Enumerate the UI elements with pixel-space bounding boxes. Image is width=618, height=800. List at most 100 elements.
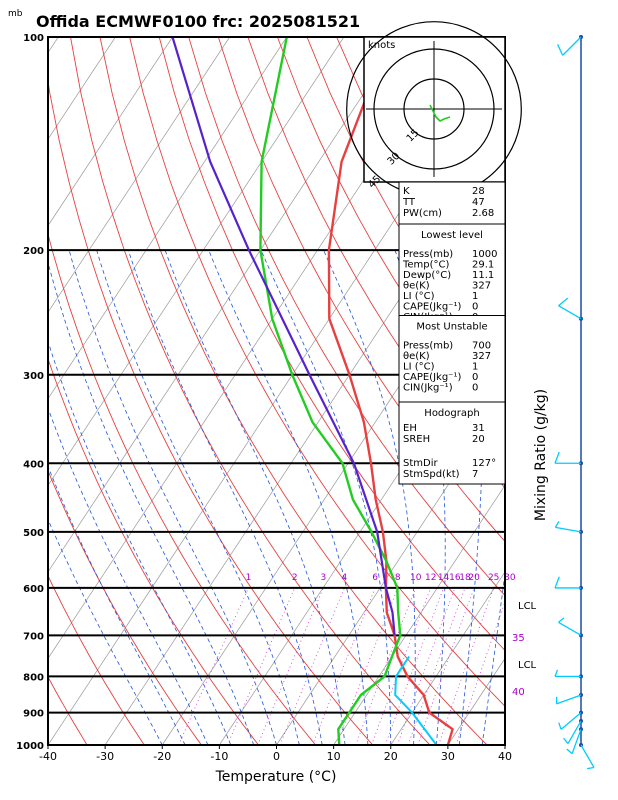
mixing-ratio-label: 16: [449, 573, 461, 583]
index-value: 0: [472, 372, 478, 383]
index-name: EH: [403, 423, 417, 434]
wind-barb-shaft: [580, 744, 595, 768]
dry-adiabat-line: [603, 37, 618, 745]
moist-adiabat-line: [68, 249, 277, 745]
pressure-tick-label: 700: [23, 631, 44, 642]
mixing-ratio-label: 25: [488, 573, 499, 583]
index-value: 20: [472, 434, 485, 445]
pressure-tick-label: 600: [23, 584, 44, 595]
wind-barb-flag: [554, 576, 560, 589]
dry-adiabat-line: [129, 37, 505, 707]
mixing-ratio-line: [417, 587, 475, 745]
index-value: 47: [472, 197, 485, 208]
mixing-ratio-line: [227, 587, 296, 745]
hodograph-trace: [429, 104, 451, 122]
theta-label-40: 40: [512, 687, 525, 698]
x-tick-label: 30: [441, 750, 455, 763]
index-name: StmSpd(kt): [403, 469, 460, 480]
wind-barb-flag: [558, 617, 565, 623]
mixing-ratio-label: 1: [246, 573, 252, 583]
wind-barb-shaft: [560, 712, 582, 730]
mixing-ratio-label: 14: [438, 573, 450, 583]
isotherm-line: [48, 37, 116, 140]
isotherm-line: [333, 484, 505, 745]
mixing-ratio-axis-label: Mixing Ratio (g/kg): [533, 389, 549, 521]
index-value: 0: [472, 302, 478, 313]
index-name: PW(cm): [403, 208, 442, 219]
pressure-tick-label: 800: [23, 672, 44, 683]
dry-adiabat-line: [48, 574, 145, 745]
mixing-ratio-line: [407, 587, 466, 745]
parcel-profile: [171, 37, 396, 636]
index-value: 28: [472, 186, 485, 197]
index-name: LI (°C): [403, 291, 435, 302]
wind-barb-shaft: [558, 621, 582, 636]
index-name: Press(mb): [403, 249, 453, 260]
mixing-ratio-label: 10: [410, 573, 422, 583]
hodograph-units-label: knots: [368, 40, 395, 51]
index-value: 7: [472, 469, 478, 480]
mixing-ratio-label: 8: [395, 573, 401, 583]
index-value: 1: [472, 291, 478, 302]
moist-adiabat-line: [481, 569, 505, 745]
index-value: 327: [472, 281, 491, 292]
indices-lowest-box: [398, 223, 506, 316]
dry-adiabat-line: [48, 357, 259, 745]
isotherm-line: [276, 398, 505, 745]
mixing-ratio-line: [455, 600, 505, 745]
index-value: 127°: [472, 458, 496, 469]
mixing-ratio-label: 4: [342, 573, 348, 583]
isotherm-line: [0, 37, 1, 745]
wind-barb-flag: [554, 451, 560, 464]
wind-barb-flag: [554, 669, 559, 677]
x-tick-label: 40: [498, 750, 512, 763]
wind-barb-flag: [554, 521, 560, 528]
index-value: 1000: [472, 249, 497, 260]
index-name: θe(K): [403, 281, 430, 292]
dry-adiabat-line: [70, 37, 431, 745]
wind-barb-flag: [566, 748, 573, 755]
wind-barb-shaft: [555, 526, 582, 533]
moist-adiabat-line: [48, 406, 209, 745]
pressure-tick-label: 900: [23, 709, 44, 720]
moist-adiabat-line: [48, 465, 186, 745]
wind-barbs: [554, 35, 595, 770]
dry-adiabat-line: [247, 37, 505, 489]
x-tick-label: -20: [153, 750, 171, 763]
x-tick-label: -10: [210, 750, 228, 763]
dry-adiabat-line: [188, 37, 505, 597]
wind-barb-shaft: [558, 305, 582, 320]
index-name: Temp(°C): [402, 260, 450, 271]
isotherm-line: [48, 37, 402, 573]
index-value: 2.68: [472, 208, 494, 219]
moist-adiabat-line: [164, 249, 346, 745]
lcl-label-lower: LCL: [518, 660, 537, 671]
index-value: 700: [472, 341, 491, 352]
moist-adiabat-line: [48, 340, 232, 745]
lcl-label-upper: LCL: [518, 601, 537, 612]
mixing-ratio-label: 3: [320, 573, 326, 583]
index-section-header: Most Unstable: [416, 322, 487, 333]
dry-adiabat-line: [573, 37, 618, 745]
index-value: 11.1: [472, 270, 494, 281]
index-name: LI (°C): [403, 362, 435, 373]
mixing-ratio-label: 2: [292, 573, 298, 583]
indices-basic-box: [398, 181, 506, 225]
x-tick-label: 0: [273, 750, 280, 763]
mixing-ratio-label: 18: [459, 573, 471, 583]
dry-adiabat-line: [48, 469, 202, 745]
moist-adiabat-line: [208, 249, 369, 745]
pressure-tick-label: 300: [23, 371, 44, 382]
mixing-ratio-line: [178, 587, 249, 745]
index-section-header: Lowest level: [421, 230, 483, 241]
wind-barb-shaft: [571, 729, 582, 754]
moist-adiabat-line: [48, 261, 255, 745]
wind-barb-flag: [558, 722, 562, 730]
dry-adiabat-line: [48, 232, 316, 745]
pressure-tick-label: 400: [23, 459, 44, 470]
